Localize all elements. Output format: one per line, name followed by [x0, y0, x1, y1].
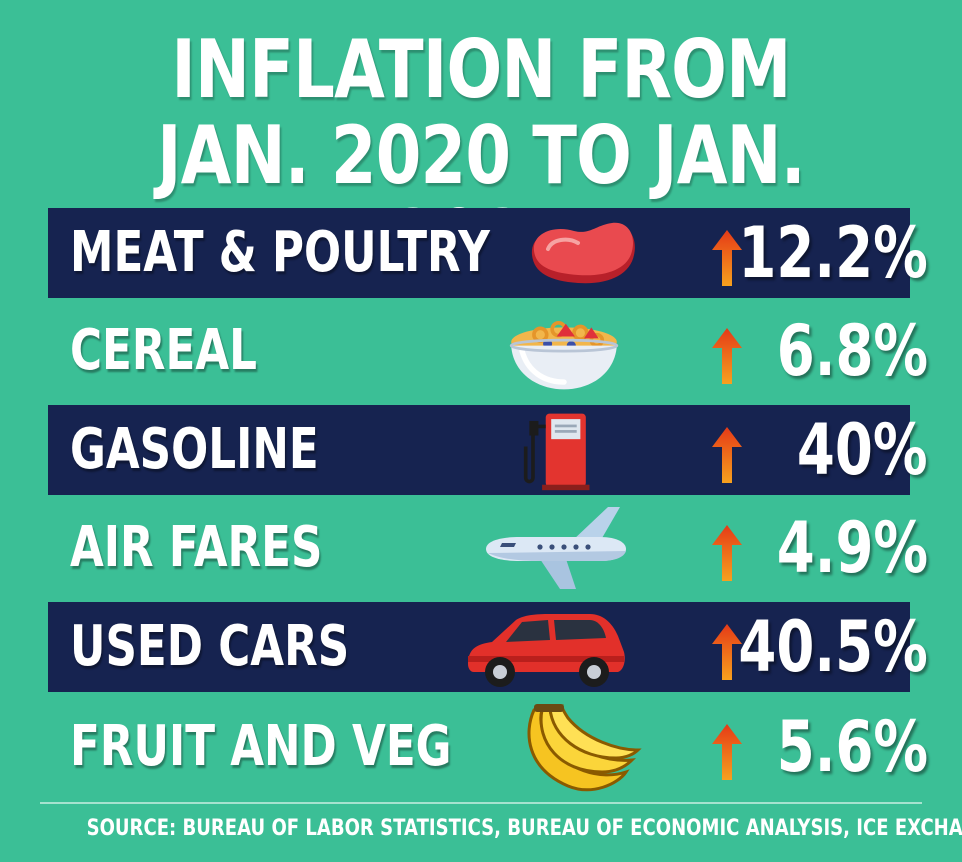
table-row: CEREAL 6.8%	[48, 306, 928, 396]
table-row: FRUIT AND VEG 5.6%	[48, 702, 928, 792]
title-line-1: INFLATION FROM	[171, 23, 791, 116]
up-arrow-icon	[712, 624, 742, 680]
steak-icon	[531, 222, 635, 284]
table-row: GASOLINE 40%	[48, 405, 928, 495]
item-label: GASOLINE	[70, 417, 319, 482]
up-arrow-icon	[712, 230, 742, 286]
table-row: MEAT & POULTRY 12.2%	[48, 208, 928, 298]
item-label: AIR FARES	[70, 515, 323, 580]
car-icon	[468, 614, 625, 687]
item-value: 4.9%	[776, 507, 928, 589]
cereal-bowl-icon	[509, 321, 619, 390]
item-label: MEAT & POULTRY	[70, 220, 490, 285]
gas-pump-icon	[523, 413, 590, 491]
item-value: 40.5%	[738, 606, 928, 688]
airplane-icon	[486, 507, 626, 589]
item-label: USED CARS	[70, 614, 350, 679]
table-row: AIR FARES 4.9%	[48, 503, 928, 593]
item-value: 6.8%	[776, 310, 928, 392]
up-arrow-icon	[712, 525, 742, 581]
banana-icon	[527, 704, 642, 792]
up-arrow-icon	[712, 724, 742, 780]
table-row: USED CARS 40.5%	[48, 602, 928, 692]
item-value: 40%	[797, 409, 928, 491]
item-label: FRUIT AND VEG	[70, 714, 452, 779]
source-note: SOURCE: BUREAU OF LABOR STATISTICS, BURE…	[86, 816, 962, 841]
item-value: 5.6%	[776, 706, 928, 788]
item-value: 12.2%	[738, 212, 928, 294]
divider	[40, 802, 922, 804]
up-arrow-icon	[712, 328, 742, 384]
up-arrow-icon	[712, 427, 742, 483]
item-label: CEREAL	[70, 318, 258, 383]
